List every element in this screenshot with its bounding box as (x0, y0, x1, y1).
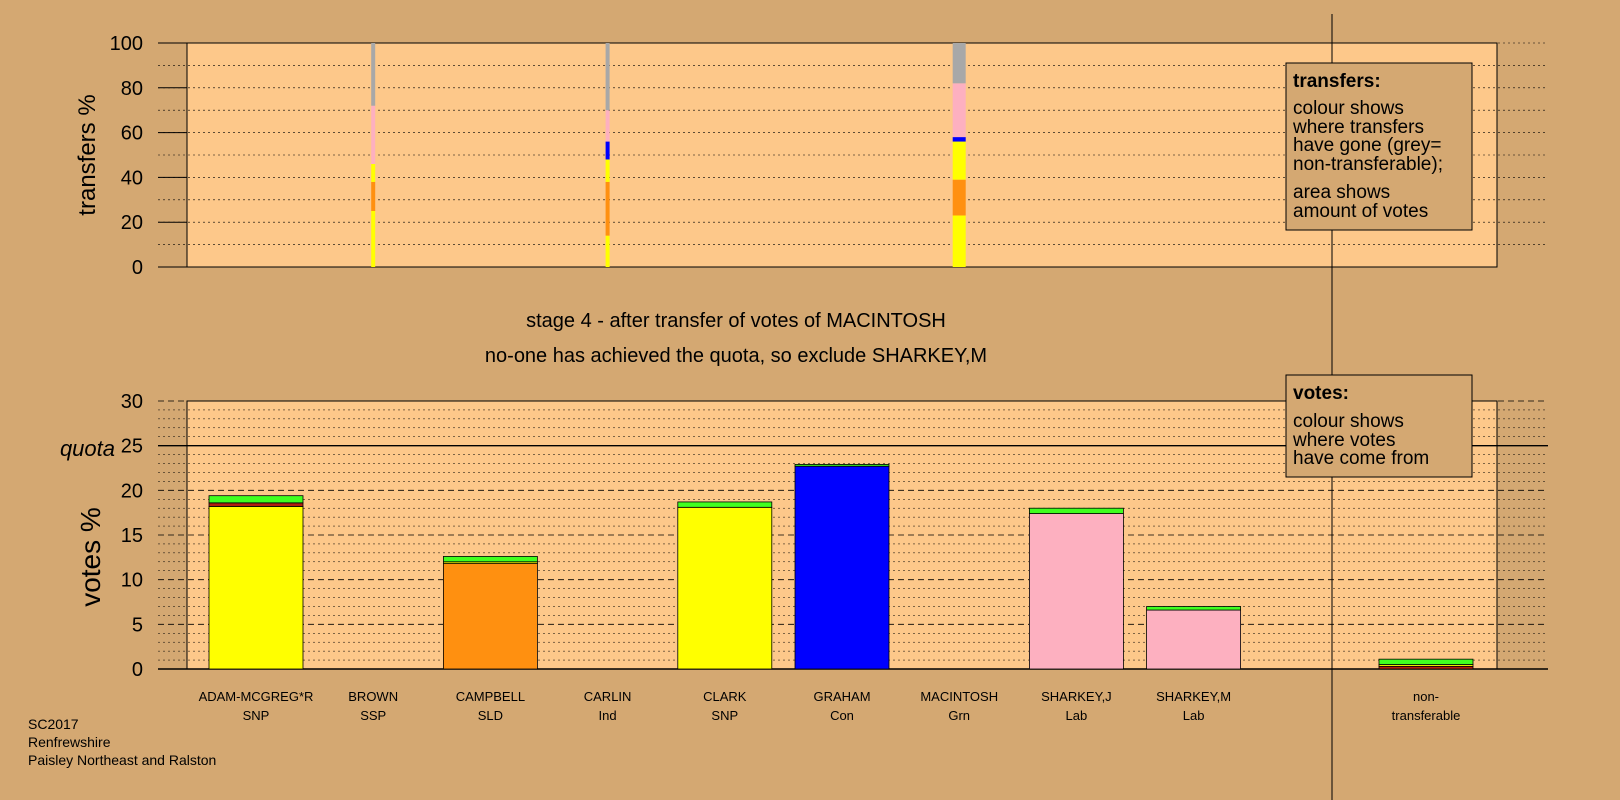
footer-line: SC2017 (28, 716, 79, 732)
vote-bar-segment (794, 465, 890, 670)
candidate-name: MACINTOSH (920, 689, 998, 704)
transfers-legend-line: colour shows (1293, 98, 1404, 119)
candidate-name: BROWN (348, 689, 398, 704)
votes-legend-line: colour shows (1293, 411, 1404, 432)
footer-line: Renfrewshire (28, 734, 111, 750)
transfer-segment (605, 43, 610, 111)
vote-bar-segment (1029, 507, 1124, 514)
transfer-segment (605, 110, 610, 142)
votes-legend-line: where votes (1292, 430, 1395, 451)
transfer-segment (371, 163, 376, 182)
transfers-tick-label: 60 (121, 123, 143, 145)
votes-tick-label: 25 (121, 436, 143, 458)
candidate-party: Con (830, 708, 854, 723)
votes-tick-label: 30 (121, 391, 143, 413)
transfer-segment (952, 141, 966, 180)
candidate-party: SSP (360, 708, 386, 723)
candidate-name: SHARKEY,M (1156, 689, 1231, 704)
candidate-name: ADAM-MCGREG*R (199, 689, 314, 704)
transfer-segment (605, 159, 610, 182)
votes-tick-label: 10 (121, 570, 143, 592)
candidate-party: Lab (1183, 708, 1205, 723)
transfer-segment (371, 105, 376, 164)
transfer-segment (605, 181, 610, 236)
vote-bar-segment (208, 495, 304, 504)
vote-bar-segment (794, 464, 890, 467)
transfer-segment (605, 235, 610, 267)
transfer-segment (952, 137, 966, 142)
transfers-y-ticks: 0 20 40 60 80 100 (110, 33, 187, 279)
stage-note: no-one has achieved the quota, so exclud… (485, 345, 987, 367)
transfers-tick-label: 20 (121, 212, 143, 234)
candidate-party: Grn (948, 708, 970, 723)
transfer-segment (952, 83, 966, 138)
transfers-legend-line: amount of votes (1293, 201, 1428, 222)
vote-bar-segment (208, 502, 304, 507)
transfers-legend-line: where transfers (1292, 117, 1424, 138)
vote-bar-segment (677, 506, 773, 670)
vote-bar-segment (442, 556, 538, 563)
footer-line: Paisley Northeast and Ralston (28, 752, 216, 768)
vote-bar-segment (442, 563, 538, 670)
vote-bar-segment (1378, 665, 1474, 670)
votes-legend: votes: colour shows where votes have com… (1285, 374, 1473, 478)
votes-y-ticks: 0 5 10 15 20 25 30 (121, 391, 143, 681)
transfer-segment (952, 179, 966, 216)
transfer-segment (371, 181, 376, 211)
vote-bar-segment (1029, 513, 1124, 670)
transfer-columns (371, 43, 966, 267)
quota-label: quota (60, 436, 115, 461)
candidate-name: CAMPBELL (456, 689, 525, 704)
transfer-segment (371, 211, 376, 267)
stage-title: stage 4 - after transfer of votes of MAC… (526, 310, 946, 332)
transfer-segment (952, 215, 966, 267)
transfers-tick-label: 0 (132, 257, 143, 279)
candidate-name: non- (1413, 689, 1439, 704)
candidate-name: GRAHAM (813, 689, 870, 704)
candidate-party: Ind (599, 708, 617, 723)
votes-legend-title: votes: (1293, 383, 1349, 404)
transfers-legend: transfers: colour shows where transfers … (1285, 62, 1473, 231)
votes-y-axis-label: votes % (75, 507, 106, 607)
candidate-name: CLARK (703, 689, 747, 704)
transfers-tick-label: 40 (121, 167, 143, 189)
candidate-party: SNP (243, 708, 270, 723)
candidate-name: CARLIN (584, 689, 632, 704)
votes-tick-label: 5 (132, 614, 143, 636)
votes-legend-line: have come from (1293, 448, 1429, 469)
candidate-party: Lab (1066, 708, 1088, 723)
vote-bar-segment (1146, 606, 1241, 611)
transfer-segment (952, 43, 966, 84)
votes-tick-label: 0 (132, 659, 143, 681)
vote-bar-segment (677, 501, 773, 508)
candidate-party: SNP (711, 708, 738, 723)
transfers-legend-line: area shows (1293, 182, 1390, 203)
transfer-segment (371, 43, 376, 106)
vote-bar-segment (1146, 609, 1241, 670)
votes-tick-label: 15 (121, 525, 143, 547)
transfers-legend-title: transfers: (1293, 71, 1381, 92)
transfers-legend-line: non-transferable); (1293, 154, 1443, 175)
vote-bars (208, 464, 1474, 670)
candidate-party: SLD (478, 708, 503, 723)
transfers-tick-label: 80 (121, 78, 143, 100)
votes-tick-label: 20 (121, 480, 143, 502)
transfers-legend-line: have gone (grey= (1293, 135, 1441, 156)
vote-bar-segment (208, 506, 304, 670)
candidate-party: transferable (1392, 708, 1461, 723)
vote-bar-segment (1378, 658, 1474, 665)
transfer-segment (605, 141, 610, 160)
transfers-y-axis-label: transfers % (74, 94, 101, 215)
transfers-gridlines (158, 42, 1548, 245)
candidate-name: SHARKEY,J (1041, 689, 1112, 704)
candidate-labels: ADAM-MCGREG*R SNP BROWN SSP CAMPBELL SLD CARLI… (199, 689, 1461, 723)
transfers-tick-label: 100 (110, 33, 143, 55)
